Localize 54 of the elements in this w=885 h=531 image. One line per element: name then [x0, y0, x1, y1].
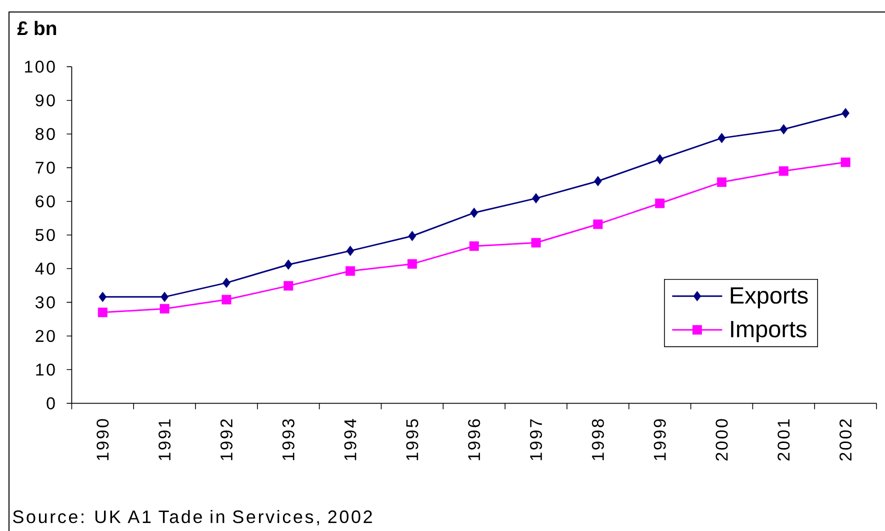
point — [778, 166, 788, 176]
y-tick-label: 30 — [36, 296, 55, 308]
point — [780, 124, 788, 134]
point — [842, 108, 850, 118]
point — [656, 154, 664, 164]
point — [469, 241, 479, 251]
point — [594, 176, 602, 186]
point — [531, 238, 541, 248]
point — [222, 294, 232, 304]
point — [160, 292, 168, 302]
point — [470, 208, 478, 218]
y-tick-label: 10 — [36, 364, 55, 376]
point — [593, 219, 603, 229]
x-tick-label: 1996 — [468, 419, 480, 460]
y-axis-title: £ bn — [17, 20, 56, 36]
y-tick-label: 60 — [36, 195, 55, 208]
x-tick-label: 1997 — [530, 419, 542, 460]
y-tick-label: 100 — [25, 60, 55, 73]
source-note: Source: UK A1 Tade in Services, 2002 — [13, 510, 372, 526]
x-tick-label: 2002 — [840, 419, 852, 461]
point — [284, 259, 292, 270]
point — [346, 266, 356, 276]
x-tick-label: 1995 — [406, 419, 418, 460]
y-tick-label: 70 — [36, 162, 55, 174]
point — [840, 158, 850, 168]
x-tick-label: 1993 — [282, 419, 294, 460]
y-tick-label: 40 — [35, 262, 55, 275]
point — [346, 246, 354, 256]
legend-label: Exports — [730, 287, 808, 308]
point — [98, 292, 107, 302]
y-tick-label: 50 — [36, 228, 55, 242]
x-tick-label: 1990 — [96, 419, 109, 460]
y-tick-label: 80 — [36, 128, 55, 140]
point — [284, 281, 294, 291]
point — [655, 198, 665, 208]
point — [160, 304, 170, 314]
y-tick-label: 90 — [36, 94, 55, 106]
x-tick-label: 1991 — [158, 419, 171, 460]
legend-label: Imports — [731, 321, 806, 342]
point — [407, 259, 417, 269]
point — [98, 308, 108, 318]
x-tick-label: 1999 — [654, 419, 666, 460]
x-tick-label: 2000 — [716, 419, 728, 461]
x-tick-label: 1994 — [344, 419, 356, 460]
point — [408, 230, 416, 242]
y-tick-label: 0 — [46, 397, 55, 410]
x-tick-label: 1992 — [220, 419, 232, 460]
point — [718, 132, 726, 144]
y-tick-label: 20 — [36, 330, 55, 342]
point — [532, 193, 540, 204]
x-tick-label: 2001 — [778, 419, 790, 461]
point — [716, 177, 726, 187]
point — [222, 278, 230, 288]
x-tick-label: 1998 — [592, 419, 604, 460]
